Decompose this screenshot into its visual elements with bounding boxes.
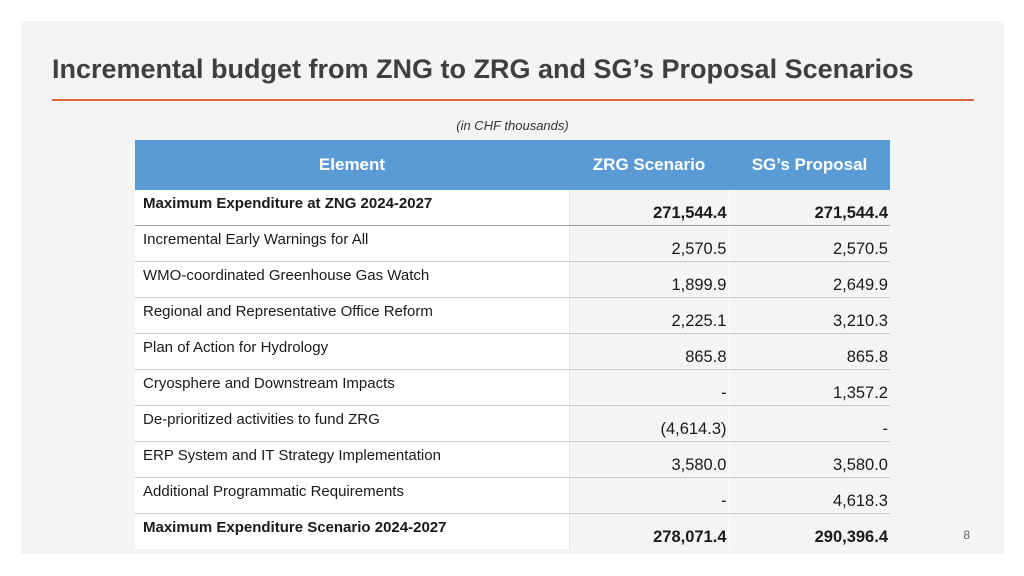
row-sg-value: - [728, 405, 890, 442]
table-row: Incremental Early Warnings for All 2,570… [135, 225, 890, 262]
table-header-row: Element ZRG Scenario SG’s Proposal [135, 140, 890, 190]
row-zrg-value: - [569, 369, 729, 406]
row-sg-value: 3,580.0 [728, 441, 890, 478]
table-row: Plan of Action for Hydrology 865.8 865.8 [135, 333, 890, 370]
row-sg-value: 271,544.4 [728, 190, 890, 226]
table-row: WMO-coordinated Greenhouse Gas Watch 1,8… [135, 261, 890, 298]
row-element: Incremental Early Warnings for All [135, 225, 570, 262]
row-zrg-value: 271,544.4 [569, 190, 729, 226]
slide: Incremental budget from ZNG to ZRG and S… [21, 21, 1004, 554]
row-sg-value: 3,210.3 [728, 297, 890, 334]
row-element: Cryosphere and Downstream Impacts [135, 369, 570, 406]
row-element: Maximum Expenditure at ZNG 2024-2027 [135, 190, 570, 226]
budget-table: Element ZRG Scenario SG’s Proposal Maxim… [135, 140, 890, 549]
row-zrg-value: 3,580.0 [569, 441, 729, 478]
row-element: Plan of Action for Hydrology [135, 333, 570, 370]
row-element: WMO-coordinated Greenhouse Gas Watch [135, 261, 570, 298]
row-sg-value: 1,357.2 [728, 369, 890, 406]
row-zrg-value: 278,071.4 [569, 513, 729, 549]
row-sg-value: 865.8 [728, 333, 890, 370]
row-zrg-value: 2,570.5 [569, 225, 729, 262]
table-row: Regional and Representative Office Refor… [135, 297, 890, 334]
row-sg-value: 2,570.5 [728, 225, 890, 262]
row-sg-value: 2,649.9 [728, 261, 890, 298]
row-zrg-value: 1,899.9 [569, 261, 729, 298]
row-element: ERP System and IT Strategy Implementatio… [135, 441, 570, 478]
table-row: Maximum Expenditure at ZNG 2024-2027 271… [135, 190, 890, 226]
row-sg-value: 290,396.4 [728, 513, 890, 549]
slide-title: Incremental budget from ZNG to ZRG and S… [52, 54, 914, 84]
title-underline [52, 99, 974, 101]
row-element: Additional Programmatic Requirements [135, 477, 570, 514]
units-note: (in CHF thousands) [456, 118, 569, 133]
table-row: De-prioritized activities to fund ZRG (4… [135, 405, 890, 442]
row-zrg-value: (4,614.3) [569, 405, 729, 442]
table-row: ERP System and IT Strategy Implementatio… [135, 441, 890, 478]
row-zrg-value: 2,225.1 [569, 297, 729, 334]
row-zrg-value: - [569, 477, 729, 514]
row-sg-value: 4,618.3 [728, 477, 890, 514]
page-number: 8 [963, 528, 970, 542]
header-element: Element [135, 140, 569, 190]
row-element: Regional and Representative Office Refor… [135, 297, 570, 334]
row-element: Maximum Expenditure Scenario 2024-2027 [135, 513, 570, 549]
header-zrg-scenario: ZRG Scenario [569, 140, 729, 190]
table-row: Additional Programmatic Requirements - 4… [135, 477, 890, 514]
table-total-row: Maximum Expenditure Scenario 2024-2027 2… [135, 513, 890, 549]
row-element: De-prioritized activities to fund ZRG [135, 405, 570, 442]
table-row: Cryosphere and Downstream Impacts - 1,35… [135, 369, 890, 406]
row-zrg-value: 865.8 [569, 333, 729, 370]
header-sg-proposal: SG’s Proposal [729, 140, 890, 190]
